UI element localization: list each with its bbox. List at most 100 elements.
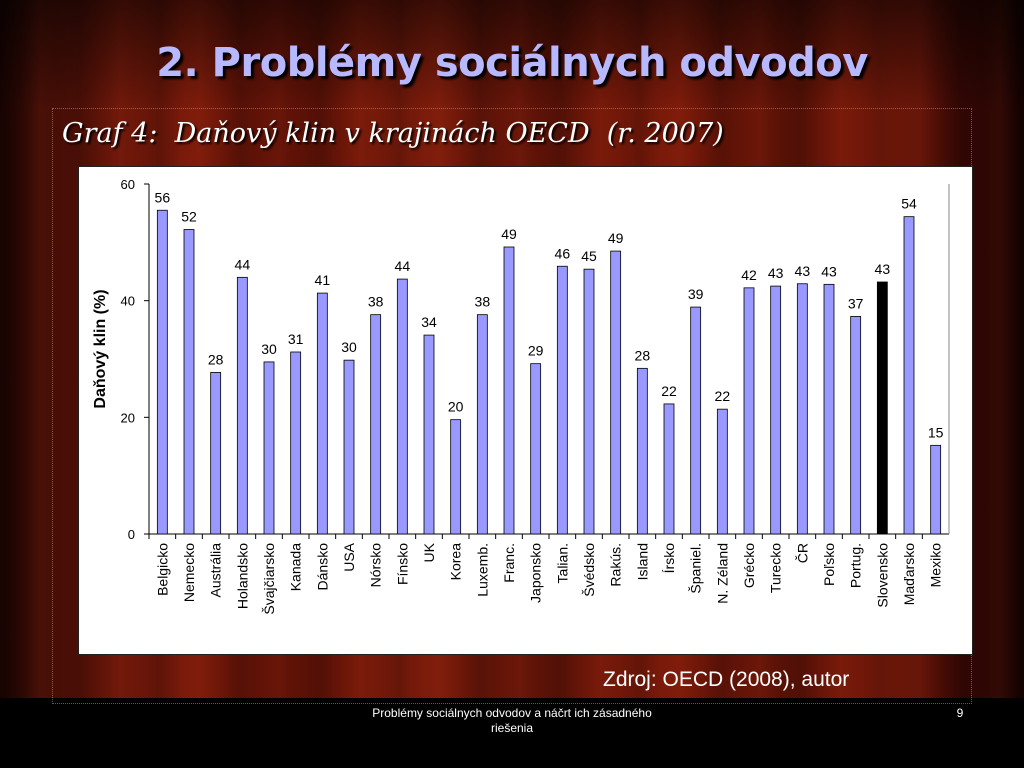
category-label-10: UK bbox=[421, 542, 437, 562]
data-label-1: 52 bbox=[181, 209, 197, 225]
category-label-4: Švajčiarsko bbox=[261, 543, 277, 615]
bar-28 bbox=[903, 216, 915, 535]
data-label-18: 28 bbox=[635, 347, 651, 363]
category-label-22: Grécko bbox=[741, 543, 757, 588]
category-label-25: Poľsko bbox=[821, 543, 837, 586]
bar-11 bbox=[450, 419, 462, 535]
bar-4 bbox=[263, 361, 275, 535]
bar-5 bbox=[290, 351, 302, 535]
bar-24 bbox=[796, 283, 808, 535]
category-label-1: Nemecko bbox=[181, 543, 197, 602]
category-label-24: ČR bbox=[794, 543, 810, 563]
source-note: Zdroj: OECD (2008), autor bbox=[603, 668, 850, 691]
bar-1 bbox=[183, 229, 195, 535]
category-label-5: Kanada bbox=[288, 543, 304, 591]
bar-27 bbox=[876, 281, 888, 535]
bar-2 bbox=[210, 372, 222, 535]
data-label-13: 49 bbox=[501, 226, 517, 242]
category-label-20: Španiel. bbox=[688, 543, 704, 594]
data-label-11: 20 bbox=[448, 399, 464, 415]
bar-14 bbox=[530, 363, 542, 535]
category-label-13: Franc. bbox=[501, 543, 517, 583]
bar-21 bbox=[716, 408, 728, 535]
data-label-19: 22 bbox=[661, 383, 677, 399]
stage-floor bbox=[0, 698, 1024, 768]
bar-6 bbox=[316, 292, 328, 535]
data-label-21: 22 bbox=[715, 388, 731, 404]
category-label-11: Korea bbox=[448, 543, 464, 581]
data-label-26: 37 bbox=[848, 295, 864, 311]
data-label-28: 54 bbox=[901, 196, 917, 212]
category-label-7: USA bbox=[341, 542, 357, 571]
category-label-18: Island bbox=[634, 543, 650, 580]
data-label-25: 43 bbox=[821, 263, 837, 279]
data-label-27: 43 bbox=[875, 261, 891, 277]
bar-25 bbox=[823, 283, 835, 535]
data-label-5: 31 bbox=[288, 331, 304, 347]
bar-29 bbox=[930, 444, 942, 535]
bar-13 bbox=[503, 246, 515, 535]
bar-0 bbox=[156, 209, 168, 535]
top-shade bbox=[0, 0, 1024, 110]
bar-chart: 0 20 40 60 Daňový klin (%) 56 Belgicko 52 Nemeck… bbox=[92, 177, 950, 615]
page-number: 9 bbox=[956, 706, 964, 720]
data-label-6: 41 bbox=[315, 272, 331, 288]
chart-area: 0 20 40 60 Daňový klin (%) 56 Belgicko 52 Nemeck… bbox=[78, 166, 973, 655]
category-label-3: Holandsko bbox=[234, 543, 250, 609]
y-axis-title: Daňový klin (%) bbox=[92, 289, 109, 408]
slide-title: 2. Problémy sociálnych odvodov bbox=[156, 40, 868, 86]
category-label-21: N. Zéland bbox=[714, 543, 730, 604]
data-label-20: 39 bbox=[688, 286, 704, 302]
category-label-15: Talian. bbox=[554, 543, 570, 583]
category-label-27: Slovensko bbox=[874, 543, 890, 608]
category-label-17: Rakús. bbox=[608, 543, 624, 587]
y-tick-label: 60 bbox=[121, 177, 135, 192]
data-label-29: 15 bbox=[928, 424, 944, 440]
data-label-22: 42 bbox=[741, 267, 757, 283]
bar-8 bbox=[370, 314, 382, 535]
data-label-23: 43 bbox=[768, 265, 784, 281]
bar-17 bbox=[610, 250, 622, 535]
y-tick-label: 0 bbox=[128, 527, 135, 542]
data-label-3: 44 bbox=[235, 256, 251, 272]
category-label-2: Austrália bbox=[208, 543, 224, 598]
category-label-8: Nórsko bbox=[368, 543, 384, 588]
category-label-19: Írsko bbox=[661, 543, 677, 574]
data-label-9: 44 bbox=[395, 258, 411, 274]
data-label-0: 56 bbox=[155, 189, 171, 205]
data-label-15: 46 bbox=[555, 245, 571, 261]
y-tick-label: 20 bbox=[121, 410, 135, 425]
data-label-2: 28 bbox=[208, 351, 224, 367]
bar-19 bbox=[663, 403, 675, 535]
bar-15 bbox=[556, 265, 568, 535]
category-label-23: Turecko bbox=[768, 543, 784, 593]
bar-22 bbox=[743, 287, 755, 535]
bar-23 bbox=[770, 285, 782, 535]
data-label-24: 43 bbox=[795, 263, 811, 279]
chart-caption: Graf 4: Daňový klin v krajinách OECD (r.… bbox=[62, 118, 724, 149]
category-label-14: Japonsko bbox=[528, 543, 544, 603]
bar-3 bbox=[236, 276, 248, 535]
bar-7 bbox=[343, 359, 355, 535]
y-tick-label: 40 bbox=[121, 294, 135, 309]
bar-18 bbox=[636, 367, 648, 535]
data-label-10: 34 bbox=[421, 314, 437, 330]
footer-text: Problémy sociálnych odvodov a náčrt ich … bbox=[372, 706, 652, 735]
bar-12 bbox=[476, 314, 488, 535]
category-label-12: Luxemb. bbox=[474, 543, 490, 597]
bar-9 bbox=[396, 278, 408, 535]
bar-16 bbox=[583, 268, 595, 535]
data-label-4: 30 bbox=[261, 341, 277, 357]
category-label-29: Mexiko bbox=[928, 543, 944, 588]
category-label-16: Švédsko bbox=[581, 543, 597, 597]
bar-26 bbox=[850, 316, 862, 535]
data-label-16: 45 bbox=[581, 248, 597, 264]
data-label-12: 38 bbox=[475, 294, 491, 310]
data-label-7: 30 bbox=[341, 339, 357, 355]
category-label-0: Belgicko bbox=[154, 543, 170, 596]
bar-20 bbox=[690, 306, 702, 535]
category-label-6: Dánsko bbox=[314, 543, 330, 591]
category-label-28: Maďarsko bbox=[901, 543, 917, 606]
category-label-26: Portug. bbox=[848, 543, 864, 588]
bar-10 bbox=[423, 334, 435, 535]
